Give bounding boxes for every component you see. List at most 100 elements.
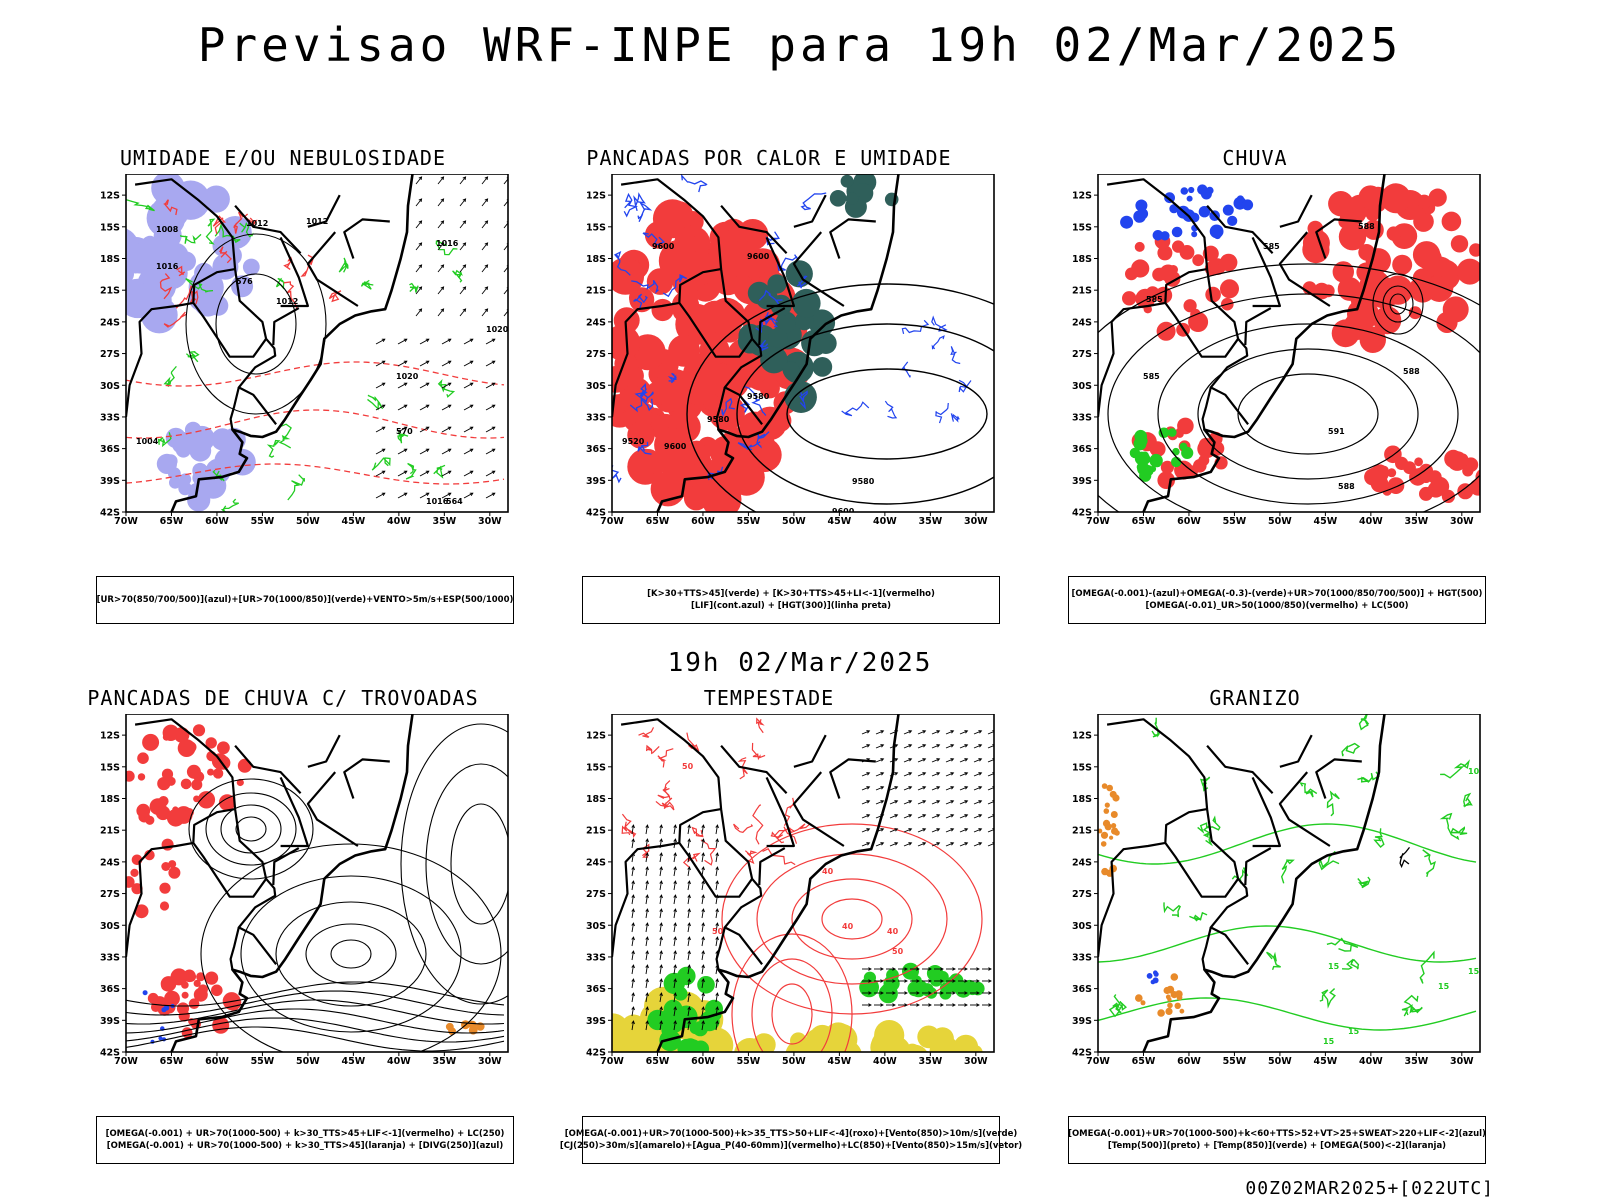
rain-area bbox=[1331, 319, 1360, 348]
wind-vector bbox=[964, 1003, 968, 1007]
lon-tick-label: 35W bbox=[1404, 516, 1428, 527]
lifted-index-contour bbox=[931, 335, 945, 350]
rain-area bbox=[1436, 311, 1458, 333]
wind-vector bbox=[950, 744, 955, 748]
humidity-area bbox=[142, 243, 181, 281]
wind-vector bbox=[415, 198, 422, 207]
wind-vector bbox=[908, 828, 913, 832]
contour-label: 588 bbox=[1358, 222, 1375, 231]
lat-tick-label: 30S bbox=[1072, 921, 1092, 932]
lon-tick-label: 70W bbox=[600, 516, 624, 527]
wind-vector bbox=[931, 814, 940, 819]
wind-vector bbox=[481, 242, 488, 251]
thickness-line bbox=[126, 409, 505, 439]
lon-tick-label: 40W bbox=[1359, 1056, 1383, 1067]
wind-vector bbox=[503, 200, 508, 207]
lat-tick-label: 36S bbox=[586, 444, 606, 455]
divergence-area bbox=[163, 1005, 170, 1011]
wind-vector bbox=[889, 828, 898, 833]
instability-area bbox=[759, 378, 780, 399]
wind-vector bbox=[973, 828, 982, 833]
lifted-index-contour bbox=[884, 400, 898, 419]
legend-line: [OMEGA(-0.001)+UR>70(1000-500)+k>35_TTS>… bbox=[564, 1129, 1018, 1139]
wind-vector bbox=[950, 814, 955, 818]
rain-area bbox=[1387, 477, 1405, 494]
legend-line: [LIF](cont.azul) + [HGT(300)](linha pret… bbox=[690, 601, 892, 611]
wind-vector bbox=[447, 360, 452, 364]
wind-vector bbox=[978, 814, 983, 818]
wind-vector bbox=[945, 758, 954, 763]
wind-vector bbox=[440, 176, 445, 180]
wind-vector bbox=[880, 991, 884, 995]
border-line bbox=[793, 734, 827, 768]
wind-vector bbox=[687, 1007, 690, 1017]
fields: 1008 1012 1012 1016 1016 1020 1020 1016 1012 1004… bbox=[126, 174, 508, 512]
wind-vector bbox=[659, 895, 662, 905]
wind-vector bbox=[484, 220, 489, 224]
contour-label: 9520 bbox=[622, 437, 645, 446]
thunder-area bbox=[130, 868, 139, 877]
border-line bbox=[758, 847, 786, 886]
wind-vector bbox=[928, 1003, 932, 1007]
border-line bbox=[720, 204, 788, 254]
temp850-contour bbox=[1202, 824, 1213, 847]
thunder-area bbox=[168, 866, 181, 879]
lon-tick-label: 70W bbox=[1086, 516, 1110, 527]
wind-vector bbox=[462, 198, 467, 202]
wind-vector bbox=[659, 894, 663, 899]
wind-vector bbox=[715, 853, 718, 863]
wind-vector bbox=[659, 978, 663, 983]
wind-vector bbox=[889, 814, 898, 819]
wind-vector bbox=[917, 744, 926, 749]
wind-vector bbox=[403, 382, 408, 386]
water-contour bbox=[641, 843, 650, 858]
wind-vector bbox=[931, 758, 940, 763]
wind-vector bbox=[987, 814, 994, 819]
wind-area bbox=[673, 986, 688, 1001]
wind-vector bbox=[440, 264, 445, 268]
lon-tick-label: 35W bbox=[918, 516, 942, 527]
border-line bbox=[829, 758, 876, 799]
wind-vector bbox=[964, 786, 969, 790]
wind-vector bbox=[415, 264, 422, 273]
lon-tick-label: 35W bbox=[432, 1056, 456, 1067]
humidity-area bbox=[202, 185, 230, 213]
main-title: Previsao WRF-INPE para 19h 02/Mar/2025 bbox=[197, 18, 1403, 72]
thunder-area bbox=[236, 778, 244, 787]
wind-vector bbox=[645, 881, 648, 891]
wind-vector bbox=[645, 908, 649, 913]
green-contour bbox=[360, 279, 374, 290]
wind-vector bbox=[645, 993, 648, 1003]
wind-vector bbox=[908, 772, 913, 776]
wind-vector bbox=[419, 470, 430, 477]
lon-tick-label: 30W bbox=[964, 516, 988, 527]
wind-vector bbox=[631, 1007, 634, 1017]
wind-vector bbox=[889, 786, 898, 791]
wind-vector bbox=[922, 828, 927, 832]
streamline bbox=[240, 875, 462, 1033]
water-contour bbox=[821, 898, 883, 940]
wind-vector bbox=[481, 220, 488, 229]
jet-area bbox=[826, 1023, 858, 1052]
legend-line: [CJ(250)>30m/s](amarelo)+[Agua_P(40-60mm… bbox=[559, 1141, 1023, 1151]
wind-vector bbox=[645, 951, 648, 961]
wind-vector bbox=[903, 730, 912, 735]
wind-vector bbox=[903, 814, 912, 819]
omega-strong-area bbox=[1149, 453, 1163, 468]
wind-vector bbox=[397, 448, 408, 455]
green-contour bbox=[397, 431, 409, 444]
wind-vector bbox=[631, 866, 635, 871]
wind-vector bbox=[403, 360, 408, 364]
water-contour bbox=[752, 804, 764, 845]
lat-tick-label: 27S bbox=[100, 889, 120, 900]
border-line bbox=[678, 302, 753, 358]
border-line bbox=[715, 927, 726, 970]
wind-vector bbox=[701, 992, 705, 997]
wind-vector bbox=[503, 266, 508, 273]
lat-tick-label: 36S bbox=[1072, 444, 1092, 455]
wind-vector bbox=[645, 880, 649, 885]
wind-vector bbox=[715, 838, 719, 843]
wind-vector bbox=[418, 286, 423, 290]
wind-vector bbox=[880, 967, 884, 971]
temp850-contour bbox=[1326, 937, 1359, 952]
